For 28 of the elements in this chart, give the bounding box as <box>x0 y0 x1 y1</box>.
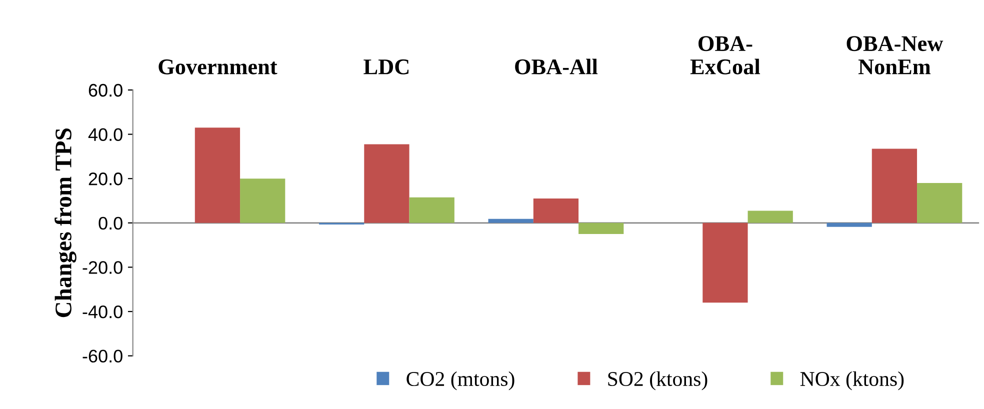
bar <box>488 218 534 223</box>
legend-label: NOx (ktons) <box>800 371 904 390</box>
bar <box>194 128 240 223</box>
x-tick-label: OBA- ExCoal <box>690 36 760 74</box>
bar <box>240 178 286 223</box>
x-tick-label: Government <box>158 59 278 74</box>
x-tick-label: OBA-All <box>515 58 598 74</box>
y-tick-label: -20.0 <box>82 261 122 274</box>
y-tick-label: 60.0 <box>88 84 122 97</box>
bar <box>917 183 962 223</box>
legend-label: CO2 (mtons) <box>406 371 514 390</box>
y-tick-label: 40.0 <box>88 128 122 142</box>
x-tick-label: OBA-New NonEm <box>846 36 944 74</box>
bar <box>409 197 454 223</box>
y-tick-label: 0.0 <box>98 216 122 230</box>
y-tick-label: -40.0 <box>82 305 122 318</box>
bar <box>826 222 872 227</box>
bar <box>578 222 624 234</box>
bar <box>748 210 793 223</box>
bar <box>364 144 410 223</box>
bar <box>702 222 748 303</box>
y-axis-title: Changes from TPS <box>54 128 76 318</box>
y-tick-label: -60.0 <box>82 350 122 363</box>
bar <box>872 148 918 223</box>
y-tick-label: 20.0 <box>88 172 122 186</box>
x-tick-label: LDC <box>364 59 408 74</box>
legend-label: SO2 (ktons) <box>608 371 708 390</box>
bar <box>533 198 579 223</box>
